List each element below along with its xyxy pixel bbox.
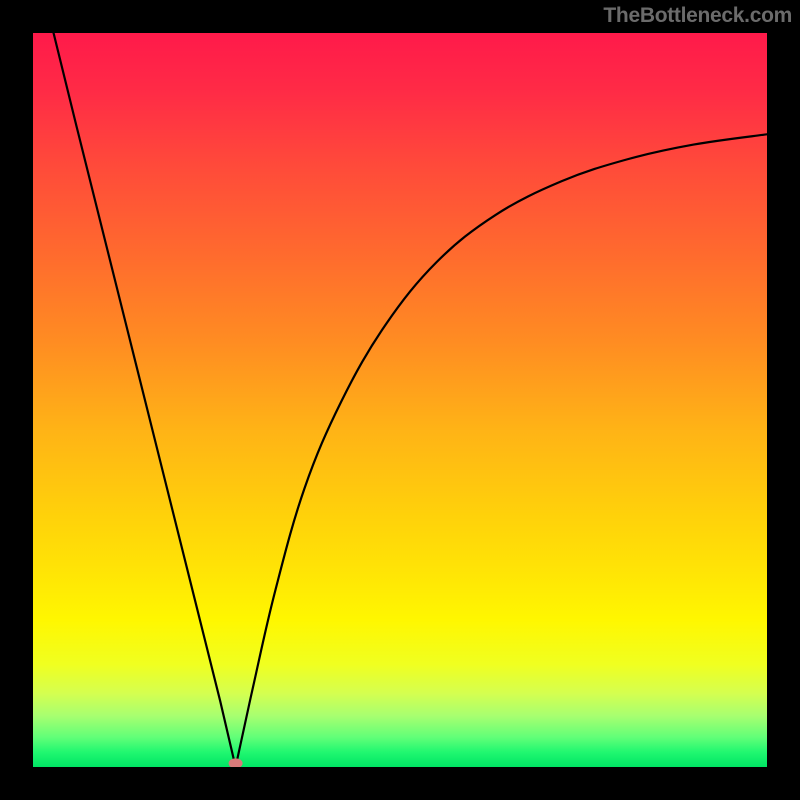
chart-frame: TheBottleneck.com	[0, 0, 800, 800]
gradient-background	[33, 33, 767, 767]
plot-area	[33, 33, 767, 767]
chart-svg	[33, 33, 767, 767]
watermark-text: TheBottleneck.com	[603, 4, 792, 28]
